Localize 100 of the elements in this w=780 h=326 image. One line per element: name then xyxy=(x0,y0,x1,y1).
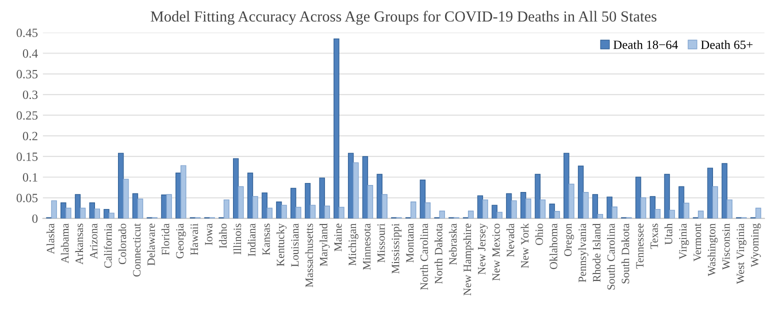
x-tick-label: New Hampshire xyxy=(463,224,474,296)
x-tick-label: South Dakota xyxy=(621,223,630,284)
x-tick-label: Montana xyxy=(406,223,414,262)
bar xyxy=(262,192,268,218)
bar xyxy=(74,194,81,218)
bar xyxy=(118,152,124,218)
bar xyxy=(439,210,445,218)
bar xyxy=(678,186,684,218)
legend-label: Death 18−64 xyxy=(613,40,678,50)
bar xyxy=(506,193,512,218)
x-tick-label: Oklahoma xyxy=(550,223,558,270)
bar xyxy=(582,192,589,218)
bar xyxy=(338,206,344,218)
x-tick-label: Colorado xyxy=(118,224,126,264)
x-tick-label: North Carolina xyxy=(420,223,428,290)
x-tick-label: New Mexico xyxy=(492,224,500,281)
x-tick-label: Connecticut xyxy=(133,223,141,277)
bar xyxy=(492,204,498,218)
bar xyxy=(180,165,186,218)
x-tick-label: Wyoming xyxy=(751,223,761,268)
bar xyxy=(80,208,86,218)
bar xyxy=(640,197,646,218)
bar xyxy=(698,210,704,218)
x-tick-label: Rhode Island xyxy=(592,223,600,282)
x-tick-label: Virginia xyxy=(679,223,689,260)
x-tick-label: Georgia xyxy=(176,223,186,258)
bar xyxy=(568,184,574,218)
bar xyxy=(104,208,110,218)
bar xyxy=(684,202,690,218)
bar xyxy=(612,206,618,218)
bar xyxy=(669,210,675,218)
bar xyxy=(224,199,230,218)
bar xyxy=(712,186,718,218)
bar xyxy=(424,202,431,218)
bar xyxy=(511,200,517,218)
bar xyxy=(290,188,296,218)
x-tick-label: Texas xyxy=(650,224,658,249)
bar xyxy=(94,208,100,218)
y-tick-label: 0 xyxy=(32,214,38,223)
bar xyxy=(247,172,254,218)
x-tick-label: Nevada xyxy=(506,223,514,257)
x-tick-label: Nebraska xyxy=(448,223,457,265)
x-tick-label: Missouri xyxy=(377,223,385,262)
bar xyxy=(420,180,426,218)
bar xyxy=(319,178,325,218)
bar xyxy=(123,178,129,218)
x-tick-label: Iowa xyxy=(205,223,212,246)
bar xyxy=(410,202,416,218)
bar xyxy=(726,199,732,218)
y-tick-label: 0.45 xyxy=(16,28,38,38)
bar xyxy=(324,206,330,218)
bar xyxy=(549,204,555,218)
bar xyxy=(382,194,388,218)
bar xyxy=(496,212,502,218)
bar xyxy=(468,210,474,218)
bar xyxy=(166,194,172,218)
bar xyxy=(654,208,661,218)
bar xyxy=(66,208,72,218)
x-tick-label: Wisconsin xyxy=(722,223,730,270)
bar xyxy=(482,199,488,218)
x-tick-label: Maine xyxy=(334,224,342,252)
bar xyxy=(540,199,546,218)
bar xyxy=(352,162,359,218)
y-tick-label: 0.3 xyxy=(22,90,38,100)
x-tick-label: Oregon xyxy=(564,223,574,256)
x-tick-label: Maryland xyxy=(320,223,330,266)
bar xyxy=(564,152,570,218)
x-tick-label: Arkansas xyxy=(75,224,84,265)
bar xyxy=(525,198,532,218)
x-tick-label: South Carolina xyxy=(607,223,615,290)
y-tick-label: 0.05 xyxy=(16,194,38,202)
bar xyxy=(51,200,57,218)
x-tick-label: Indiana xyxy=(248,223,256,256)
bar xyxy=(367,185,374,218)
x-tick-label: Florida xyxy=(161,223,170,256)
y-tick-label: 0.15 xyxy=(16,152,38,161)
bar xyxy=(635,176,642,218)
x-tick-label: Arizona xyxy=(90,223,98,259)
bar xyxy=(554,211,560,218)
x-tick-label: Mississippi xyxy=(392,223,402,274)
y-tick-label: 0.35 xyxy=(16,70,38,78)
x-tick-label: Michigan xyxy=(348,223,358,266)
x-tick-label: Pennsylvania xyxy=(578,223,588,282)
bar xyxy=(137,198,144,218)
bar xyxy=(276,202,282,218)
bar xyxy=(376,174,382,218)
bar xyxy=(664,174,670,218)
x-tick-label: Vermont xyxy=(694,223,702,262)
bar xyxy=(266,208,272,218)
y-tick-label: 0.4 xyxy=(22,49,38,58)
x-tick-label: Kentucky xyxy=(276,223,287,266)
x-tick-label: Hawaii xyxy=(190,223,198,256)
x-tick-label: Alabama xyxy=(60,223,69,264)
bar xyxy=(578,166,584,218)
x-tick-label: Louisiana xyxy=(291,223,299,267)
bar xyxy=(534,174,541,218)
bar xyxy=(238,186,244,218)
legend-label: Death 65+ xyxy=(700,40,753,50)
y-tick-label: 0.2 xyxy=(22,132,38,140)
x-tick-label: Massachusetts xyxy=(305,224,314,288)
